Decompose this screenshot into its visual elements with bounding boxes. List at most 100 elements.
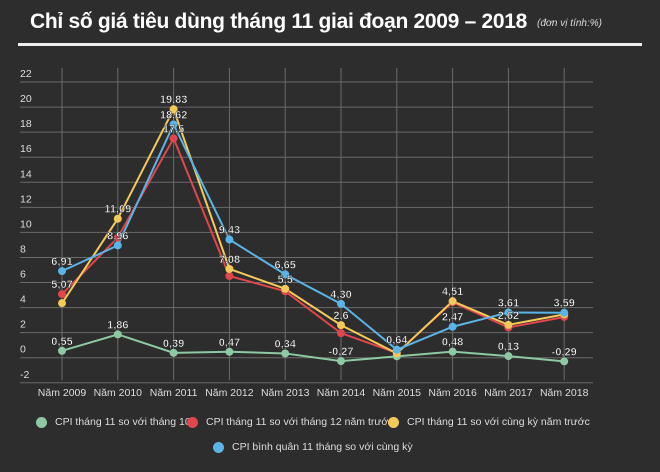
legend-swatch xyxy=(36,416,47,428)
data-label: 0,64 xyxy=(386,335,408,347)
data-point-0 xyxy=(560,357,569,366)
data-label: 3,59 xyxy=(553,298,574,310)
x-tick-label: Năm 2014 xyxy=(317,387,366,399)
x-tick-label: Năm 2016 xyxy=(428,387,477,399)
legend-label: CPI bình quân 11 tháng so với cùng kỳ xyxy=(232,441,413,453)
data-label: 6,91 xyxy=(51,256,72,268)
data-point-0 xyxy=(225,347,234,356)
series-line-3 xyxy=(61,122,565,351)
x-tick-label: Năm 2018 xyxy=(540,387,589,399)
data-point-2 xyxy=(113,214,122,223)
data-label: 11,09 xyxy=(104,204,131,216)
y-tick-label: 4 xyxy=(20,294,26,306)
data-label: 17,5 xyxy=(163,123,184,135)
chart-title: Chỉ số giá tiêu dùng tháng 11 giai đoạn … xyxy=(30,10,528,33)
legend-item-1: CPI tháng 11 so với tháng 12 năm trước xyxy=(187,416,394,428)
data-point-1 xyxy=(169,134,178,143)
data-point-3 xyxy=(281,270,290,279)
data-label: 5,07 xyxy=(51,279,72,291)
data-label: 6,65 xyxy=(274,259,295,271)
data-point-3 xyxy=(113,241,122,250)
data-point-3 xyxy=(560,308,569,317)
data-point-3 xyxy=(504,308,513,317)
data-point-2 xyxy=(448,297,457,306)
y-tick-label: 22 xyxy=(20,68,32,80)
data-label: 9,43 xyxy=(219,225,240,237)
x-tick-label: Năm 2017 xyxy=(484,387,533,399)
data-point-0 xyxy=(281,349,290,358)
data-label: 1,86 xyxy=(107,319,128,331)
legend-swatch xyxy=(213,441,224,453)
data-label: 0,13 xyxy=(498,341,519,353)
legend-label: CPI tháng 11 so với tháng 12 năm trước xyxy=(206,416,394,428)
data-point-2 xyxy=(337,321,345,330)
x-tick-label: Năm 2009 xyxy=(38,387,87,399)
x-tick-label: Năm 2012 xyxy=(205,387,254,399)
y-tick-label: 8 xyxy=(20,243,26,255)
data-label: -0,29 xyxy=(552,346,577,358)
legend-swatch xyxy=(187,416,198,428)
data-label: 18,62 xyxy=(160,109,188,121)
data-label: 0,39 xyxy=(163,338,184,350)
data-point-2 xyxy=(169,105,178,114)
data-label: 0,34 xyxy=(274,338,296,350)
data-point-1 xyxy=(225,271,234,280)
y-tick-label: 0 xyxy=(20,344,26,356)
data-label: 4,30 xyxy=(330,289,351,301)
data-point-1 xyxy=(113,233,122,242)
legend-item-0: CPI tháng 11 so với tháng 10 xyxy=(36,416,191,428)
data-label: 2,6 xyxy=(333,310,348,322)
x-tick-label: Năm 2013 xyxy=(261,387,310,399)
x-tick-label: Năm 2015 xyxy=(373,387,422,399)
y-tick-label: 14 xyxy=(20,168,32,180)
data-point-0 xyxy=(337,357,345,366)
series-line-1 xyxy=(61,136,565,355)
unit-note: (đơn vị tính:%) xyxy=(537,18,602,29)
data-label: 4,51 xyxy=(442,286,463,298)
y-tick-label: 16 xyxy=(20,143,32,155)
legend-item-3: CPI bình quân 11 tháng so với cùng kỳ xyxy=(213,441,413,453)
data-point-3 xyxy=(225,235,234,244)
data-point-0 xyxy=(169,348,178,357)
data-label: 0,47 xyxy=(219,337,240,349)
legend-label: CPI tháng 11 so với tháng 10 xyxy=(55,416,191,428)
data-label: 2,62 xyxy=(498,310,519,322)
series-line-0 xyxy=(61,333,565,363)
legend-item-2: CPI tháng 11 so với cùng kỳ năm trước xyxy=(388,416,590,428)
y-tick-label: 10 xyxy=(20,218,32,230)
data-point-3 xyxy=(169,120,178,129)
data-point-3 xyxy=(337,299,345,308)
data-label: 5,5 xyxy=(278,274,293,286)
y-tick-label: 20 xyxy=(20,93,32,105)
data-point-2 xyxy=(281,284,290,293)
y-tick-label: -2 xyxy=(20,369,29,381)
data-label: 8,96 xyxy=(107,230,128,242)
y-tick-label: 12 xyxy=(20,193,32,205)
data-point-3 xyxy=(392,345,401,354)
data-label: 7,08 xyxy=(219,254,240,266)
data-point-2 xyxy=(225,264,234,273)
data-point-0 xyxy=(448,347,457,356)
data-label: -0,27 xyxy=(328,346,353,358)
legend-label: CPI tháng 11 so với cùng kỳ năm trước xyxy=(407,416,590,428)
data-point-0 xyxy=(113,330,122,339)
y-tick-label: 18 xyxy=(20,118,32,130)
data-point-2 xyxy=(504,320,513,329)
series-line-2 xyxy=(61,106,565,355)
data-label: 0,48 xyxy=(442,337,463,349)
data-label: 19,83 xyxy=(160,94,188,106)
data-point-2 xyxy=(58,299,66,308)
data-point-0 xyxy=(504,352,513,361)
data-point-3 xyxy=(58,267,66,276)
data-point-1 xyxy=(58,290,66,299)
legend-swatch xyxy=(388,416,399,428)
data-label: 0,55 xyxy=(51,336,72,348)
title-underline xyxy=(18,43,642,46)
y-tick-label: 2 xyxy=(20,319,26,331)
x-tick-label: Năm 2010 xyxy=(94,387,143,399)
data-point-0 xyxy=(58,346,66,355)
data-label: 2,47 xyxy=(442,312,463,324)
y-tick-label: 6 xyxy=(20,269,26,281)
data-label: 3,61 xyxy=(498,297,519,309)
